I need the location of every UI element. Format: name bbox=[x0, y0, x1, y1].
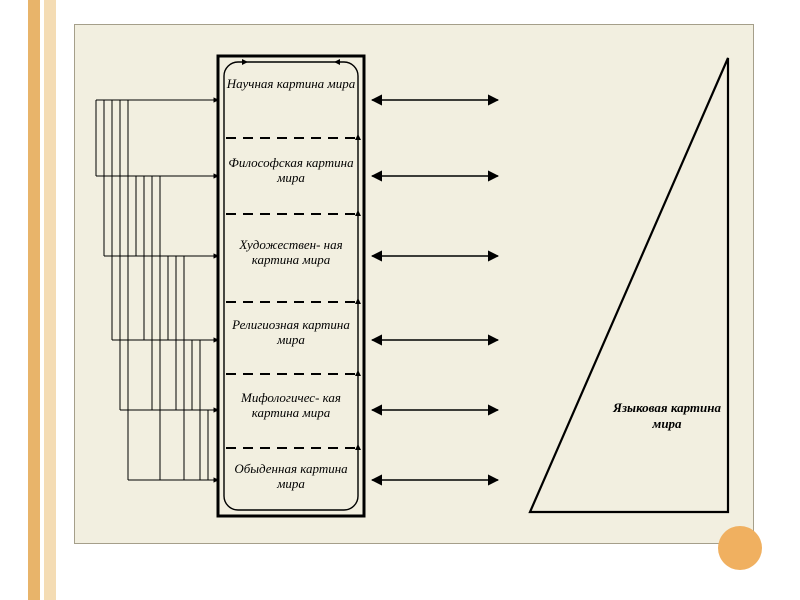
column-cell-label: Научная картина мира bbox=[224, 77, 358, 92]
accent-circle bbox=[718, 526, 762, 570]
column-cell-label: Философская картина мира bbox=[224, 156, 358, 186]
left-interconnection-arrows bbox=[96, 100, 218, 480]
diagram-svg bbox=[0, 0, 800, 600]
column-cell-label: Обыденная картина мира bbox=[224, 462, 358, 492]
triangle-label: Языковая картина мира bbox=[612, 400, 722, 431]
column-cell-label: Художествен- ная картина мира bbox=[224, 238, 358, 268]
column-cell-label: Религиозная картина мира bbox=[224, 318, 358, 348]
middle-double-arrows bbox=[372, 100, 498, 480]
triangle-shape bbox=[530, 58, 728, 512]
central-column bbox=[218, 56, 364, 516]
column-cell-label: Мифологичес- кая картина мира bbox=[224, 391, 358, 421]
